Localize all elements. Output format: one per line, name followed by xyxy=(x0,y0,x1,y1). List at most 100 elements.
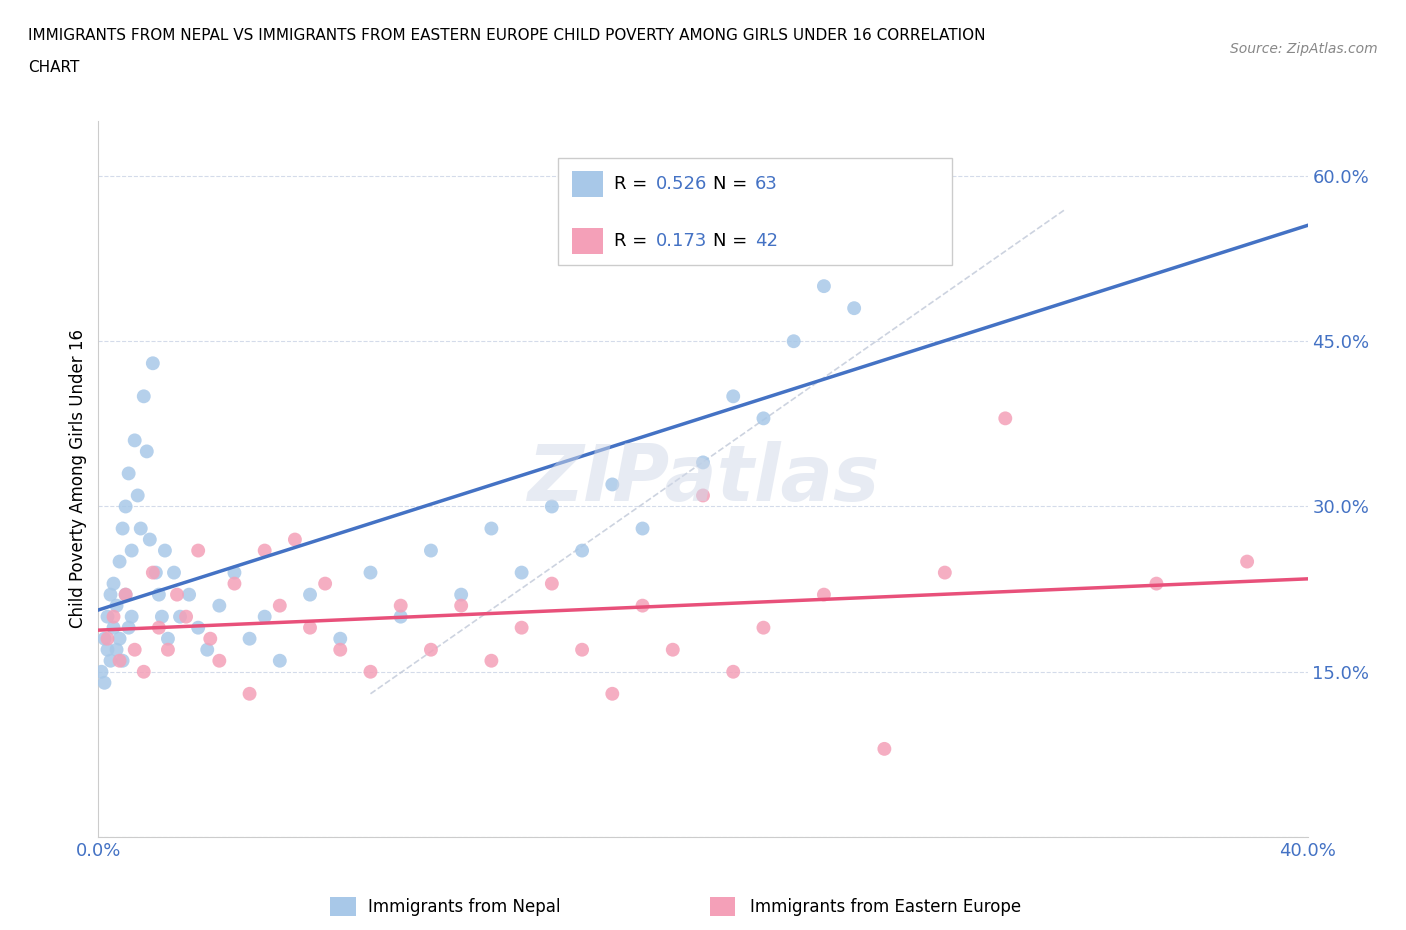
Point xyxy=(571,543,593,558)
Point xyxy=(269,653,291,668)
Point xyxy=(284,532,307,547)
Point xyxy=(166,587,188,602)
Point xyxy=(299,587,322,602)
Point xyxy=(96,609,118,624)
Point xyxy=(360,565,382,580)
Point xyxy=(540,577,562,591)
Point xyxy=(121,543,143,558)
Point xyxy=(156,631,179,646)
Point xyxy=(269,598,291,613)
Point xyxy=(132,664,155,679)
Point xyxy=(1144,577,1167,591)
Point xyxy=(783,334,806,349)
Point xyxy=(510,565,533,580)
Point xyxy=(994,411,1017,426)
Text: Source: ZipAtlas.com: Source: ZipAtlas.com xyxy=(1230,42,1378,56)
Point xyxy=(813,279,835,294)
Point xyxy=(813,587,835,602)
Point xyxy=(127,488,149,503)
Text: ZIPatlas: ZIPatlas xyxy=(527,441,879,517)
Point xyxy=(111,521,134,536)
Point xyxy=(118,620,141,635)
Text: Immigrants from Eastern Europe: Immigrants from Eastern Europe xyxy=(751,898,1021,916)
Point xyxy=(450,587,472,602)
Point xyxy=(124,643,146,658)
Point xyxy=(299,620,322,635)
Point xyxy=(224,577,246,591)
Point xyxy=(96,643,118,658)
Point xyxy=(187,543,209,558)
Point xyxy=(752,620,775,635)
Point xyxy=(752,411,775,426)
Point xyxy=(132,389,155,404)
Text: R =: R = xyxy=(614,175,654,193)
Point xyxy=(420,643,443,658)
Point xyxy=(129,521,152,536)
Point xyxy=(450,598,472,613)
Point xyxy=(873,223,896,238)
Point xyxy=(631,521,654,536)
Point xyxy=(148,587,170,602)
Point xyxy=(174,609,197,624)
Point xyxy=(360,664,382,679)
Point xyxy=(114,587,136,602)
Point xyxy=(389,598,412,613)
Point xyxy=(153,543,176,558)
Point xyxy=(602,686,624,701)
Point xyxy=(150,609,173,624)
Point xyxy=(510,620,533,635)
Point xyxy=(108,631,131,646)
Point xyxy=(661,643,683,658)
Point xyxy=(329,643,352,658)
Point xyxy=(631,598,654,613)
Point xyxy=(100,587,122,602)
Point xyxy=(139,532,162,547)
Point xyxy=(93,631,115,646)
Point xyxy=(200,631,222,646)
Point xyxy=(145,565,167,580)
Text: 0.173: 0.173 xyxy=(657,232,707,250)
Point xyxy=(224,565,246,580)
Point xyxy=(253,543,276,558)
Text: N =: N = xyxy=(713,175,752,193)
Point xyxy=(540,499,562,514)
Point xyxy=(692,455,714,470)
Point xyxy=(163,565,186,580)
Point xyxy=(904,191,927,206)
Point xyxy=(208,598,231,613)
Point xyxy=(873,741,896,756)
Point xyxy=(108,554,131,569)
Point xyxy=(111,653,134,668)
Point xyxy=(1236,554,1258,569)
Point xyxy=(239,631,262,646)
Point xyxy=(108,653,131,668)
Point xyxy=(239,686,262,701)
Point xyxy=(571,643,593,658)
Text: 63: 63 xyxy=(755,175,778,193)
Point xyxy=(148,620,170,635)
Point xyxy=(208,653,231,668)
Text: 42: 42 xyxy=(755,232,778,250)
Point xyxy=(105,598,128,613)
Point xyxy=(135,444,157,458)
Point xyxy=(124,433,146,448)
Text: R =: R = xyxy=(614,232,654,250)
Point xyxy=(195,643,218,658)
Point xyxy=(420,543,443,558)
Point xyxy=(114,587,136,602)
Text: N =: N = xyxy=(713,232,752,250)
Point xyxy=(118,466,141,481)
Point xyxy=(156,643,179,658)
Point xyxy=(100,653,122,668)
Point xyxy=(481,521,503,536)
Point xyxy=(96,631,118,646)
Text: Immigrants from Nepal: Immigrants from Nepal xyxy=(368,898,560,916)
Point xyxy=(314,577,336,591)
Point xyxy=(103,577,125,591)
Point xyxy=(90,664,112,679)
Point xyxy=(934,565,956,580)
Point xyxy=(103,620,125,635)
Point xyxy=(187,620,209,635)
Text: IMMIGRANTS FROM NEPAL VS IMMIGRANTS FROM EASTERN EUROPE CHILD POVERTY AMONG GIRL: IMMIGRANTS FROM NEPAL VS IMMIGRANTS FROM… xyxy=(28,28,986,43)
Point xyxy=(142,565,165,580)
